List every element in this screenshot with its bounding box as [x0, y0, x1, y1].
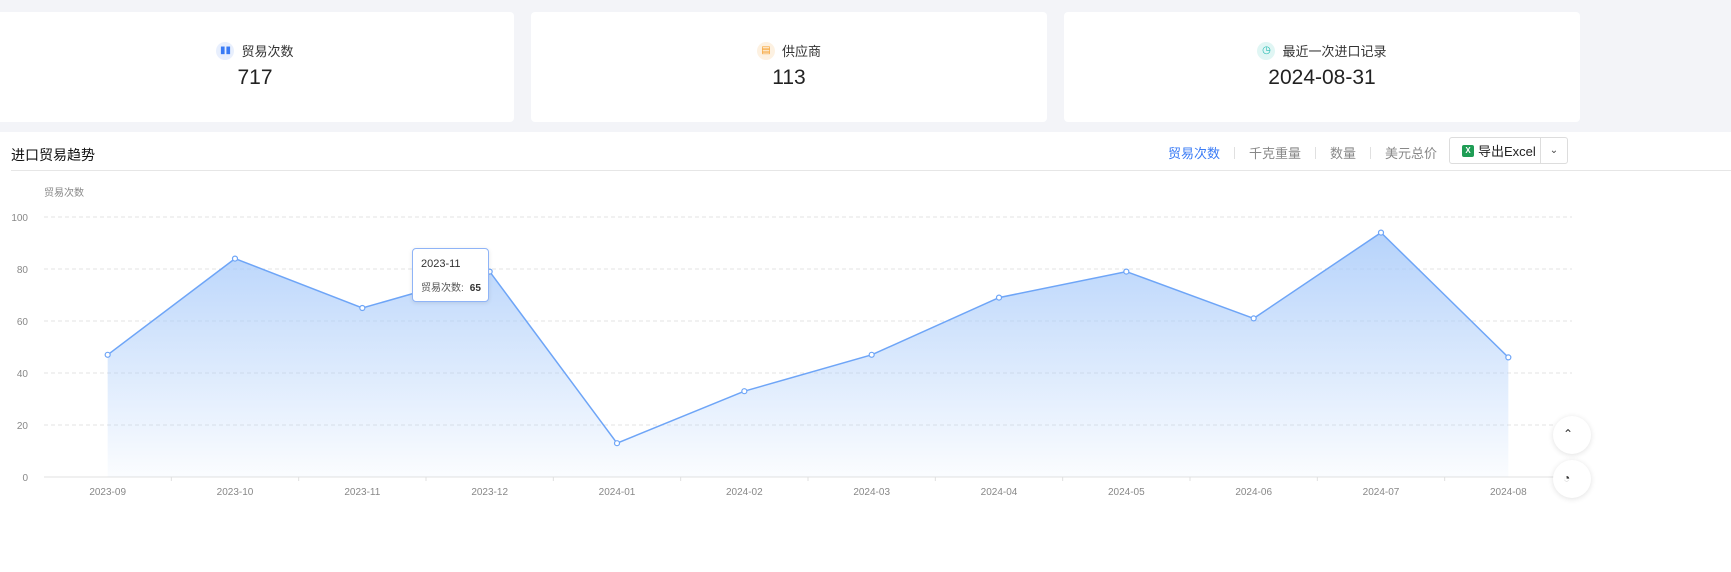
x-tick-label: 2023-12: [471, 487, 508, 498]
divider: [1314, 146, 1316, 159]
x-tick-label: 2024-08: [1490, 487, 1527, 498]
tooltip-title: 2023-11: [421, 258, 461, 270]
divider: [1369, 146, 1371, 159]
chart-tooltip: 2023-11 贸易次数: 65: [412, 248, 489, 302]
data-point: [741, 388, 748, 395]
data-point: [104, 351, 111, 358]
stat-card-suppliers: ▤ 供应商 113: [531, 12, 1047, 122]
float-button-top[interactable]: ⌃: [1553, 416, 1591, 454]
export-dropdown-chevron-icon[interactable]: ⌄: [1549, 145, 1559, 156]
export-label: 导出Excel: [1478, 144, 1536, 159]
x-tick-label: 2024-07: [1363, 487, 1400, 498]
tooltip-label: 贸易次数:: [421, 283, 464, 294]
data-point: [1505, 354, 1512, 361]
data-point: [995, 294, 1003, 301]
stat-card-trades: ▮▮ 贸易次数 717: [0, 12, 514, 122]
series-line: [107, 231, 1509, 445]
y-tick-label: 40: [17, 369, 29, 380]
tab-trade-count[interactable]: 贸易次数: [1167, 146, 1220, 161]
data-point: [1250, 315, 1257, 322]
y-tick-label: 100: [11, 213, 28, 224]
x-tick-label: 2023-09: [89, 487, 126, 498]
x-tick-label: 2023-10: [217, 487, 254, 498]
header-divider: [11, 170, 1731, 171]
clock-icon: ◷: [1257, 41, 1276, 60]
store-icon: ▤: [756, 41, 775, 60]
tab-quantity[interactable]: 数量: [1329, 146, 1356, 161]
export-excel-button[interactable]: X 导出Excel: [1450, 138, 1541, 163]
stat-value: 717: [237, 66, 273, 89]
x-tick-label: 2024-03: [853, 487, 890, 498]
stat-label: 供应商: [781, 44, 821, 59]
x-tick-label: 2024-02: [726, 487, 763, 498]
excel-icon: X: [1462, 144, 1474, 157]
x-tick-label: 2024-05: [1108, 487, 1145, 498]
divider: [1233, 146, 1235, 159]
stat-value: 113: [772, 66, 806, 89]
data-point: [1123, 268, 1130, 275]
panel-title: 进口贸易趋势: [11, 147, 95, 163]
y-tick-label: 60: [17, 317, 29, 328]
tab-usd-total[interactable]: 美元总价: [1384, 146, 1437, 161]
bar-chart-icon: ▮▮: [216, 41, 235, 60]
y-tick-label: 20: [17, 421, 29, 432]
data-point: [359, 304, 366, 312]
x-tick-label: 2023-11: [344, 487, 380, 498]
x-tick-label: 2024-01: [599, 487, 636, 498]
tooltip-value: 65: [469, 283, 481, 294]
export-excel-group: X 导出Excel ⌄: [1449, 137, 1568, 164]
stat-card-latest: ◷ 最近一次进口记录 2024-08-31: [1064, 12, 1580, 122]
x-tick-label: 2024-04: [981, 487, 1018, 498]
data-point: [231, 255, 239, 262]
y-tick-label: 0: [22, 473, 28, 484]
stat-label: 贸易次数: [241, 44, 294, 59]
y-tick-label: 80: [17, 265, 29, 276]
float-button-bottom[interactable]: ◔: [1553, 460, 1591, 498]
data-point: [868, 351, 875, 358]
x-tick-label: 2024-06: [1235, 487, 1272, 498]
tab-weight-kg[interactable]: 千克重量: [1248, 146, 1301, 161]
data-point: [1377, 229, 1385, 236]
stat-label: 最近一次进口记录: [1282, 44, 1387, 59]
data-point: [613, 440, 621, 447]
metric-tabs: 贸易次数 千克重量 数量 美元总价: [1168, 143, 1437, 162]
y-axis-label: 贸易次数: [44, 186, 84, 199]
stat-value: 2024-08-31: [1268, 66, 1376, 89]
